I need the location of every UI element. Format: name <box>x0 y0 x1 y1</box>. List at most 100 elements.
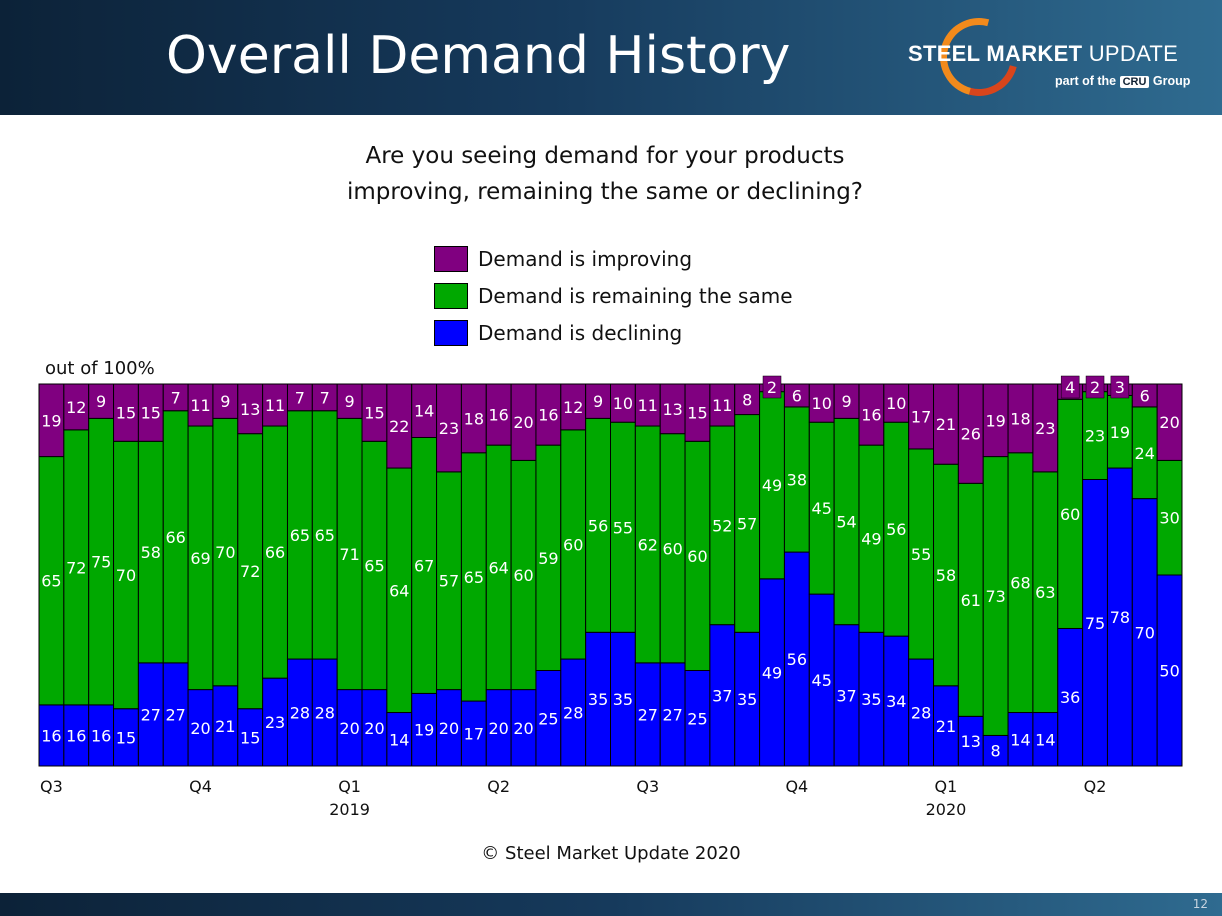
bar-same-2 <box>88 417 115 706</box>
bar-same-39 <box>1007 452 1034 714</box>
data-label-improving-21: 12 <box>563 398 583 417</box>
data-label-improving-27: 11 <box>712 396 732 415</box>
data-label-declining-40: 14 <box>1035 730 1055 749</box>
bar-same-8 <box>237 433 264 710</box>
data-label-improving-45: 20 <box>1159 413 1179 432</box>
bar-same-21 <box>560 429 587 660</box>
data-label-same-17: 65 <box>464 568 484 587</box>
bar-improving-12 <box>336 383 363 419</box>
logo-brand-rest: UPDATE <box>1082 41 1179 66</box>
bar-improving-27 <box>709 383 736 427</box>
data-label-declining-44: 70 <box>1135 623 1155 642</box>
bar-same-6 <box>187 425 214 691</box>
data-label-same-19: 60 <box>513 566 533 585</box>
bar-declining-3 <box>113 708 139 767</box>
tick-label-2: Q1 <box>338 777 361 796</box>
data-label-improving-43: 3 <box>1115 378 1125 397</box>
data-label-declining-36: 21 <box>936 717 956 736</box>
data-label-same-6: 69 <box>190 549 210 568</box>
data-label-improving-35: 17 <box>911 407 931 426</box>
bar-same-28 <box>734 414 761 633</box>
bar-same-3 <box>113 440 139 710</box>
data-label-declining-38: 8 <box>991 742 1001 761</box>
data-label-declining-15: 19 <box>414 721 434 740</box>
legend-label-same: Demand is remaining the same <box>478 284 793 308</box>
bar-same-34 <box>883 421 910 637</box>
bar-declining-26 <box>684 670 711 767</box>
data-label-improving-36: 21 <box>936 415 956 434</box>
year-label-2019: 2019 <box>329 800 370 819</box>
data-label-improving-41: 4 <box>1065 378 1075 397</box>
logo-sub-post: Group <box>1149 74 1191 88</box>
data-label-declining-37: 13 <box>961 732 981 751</box>
data-label-same-18: 64 <box>489 558 509 577</box>
data-label-declining-16: 20 <box>439 719 459 738</box>
data-label-improving-2: 9 <box>96 392 106 411</box>
bar-same-29 <box>759 391 785 580</box>
data-label-improving-44: 6 <box>1140 386 1150 405</box>
bar-improving-15 <box>411 383 438 438</box>
data-label-improving-9: 11 <box>265 396 285 415</box>
tick-label-6: Q1 <box>935 777 958 796</box>
question-line-1: Are you seeing demand for your products <box>365 143 845 169</box>
data-label-improving-23: 10 <box>613 394 633 413</box>
data-label-same-4: 58 <box>141 543 161 562</box>
data-label-declining-32: 37 <box>836 686 856 705</box>
bar-improving-5 <box>162 383 189 412</box>
data-label-same-0: 65 <box>41 572 61 591</box>
logo-brand-bold: STEEL MARKET <box>908 41 1083 66</box>
data-label-improving-5: 7 <box>171 388 181 407</box>
data-label-declining-14: 14 <box>389 730 409 749</box>
legend-label-declining: Demand is declining <box>478 321 683 345</box>
bar-improving-14 <box>386 383 413 469</box>
data-label-improving-29: 2 <box>767 378 777 397</box>
bar-declining-42 <box>1082 479 1108 767</box>
data-label-same-9: 66 <box>265 543 285 562</box>
tick-label-0: Q3 <box>40 777 63 796</box>
question-line-2: improving, remaining the same or declini… <box>346 179 864 205</box>
data-label-improving-8: 13 <box>240 400 260 419</box>
bar-same-32 <box>833 417 860 626</box>
data-label-improving-11: 7 <box>320 388 330 407</box>
data-label-improving-22: 9 <box>593 392 603 411</box>
logo-sub-pre: part of the <box>1055 74 1120 88</box>
bar-improving-18 <box>485 383 512 446</box>
bar-improving-37 <box>957 383 984 484</box>
steel-market-update-logo: STEEL MARKET UPDATE part of the CRU Grou… <box>900 3 1200 111</box>
bar-same-23 <box>610 421 636 633</box>
data-label-same-33: 49 <box>861 530 881 549</box>
legend-swatch-same <box>434 283 468 309</box>
data-label-same-42: 23 <box>1085 427 1105 446</box>
data-label-declining-33: 35 <box>861 690 881 709</box>
data-label-declining-5: 27 <box>165 705 185 724</box>
data-label-same-21: 60 <box>563 535 583 554</box>
data-label-improving-1: 12 <box>66 398 86 417</box>
bar-declining-13 <box>361 689 388 767</box>
data-label-improving-37: 26 <box>961 425 981 444</box>
bar-declining-12 <box>336 689 363 767</box>
bar-declining-33 <box>858 631 885 767</box>
data-label-improving-7: 9 <box>220 392 230 411</box>
data-label-improving-18: 16 <box>489 406 509 425</box>
data-label-same-31: 45 <box>812 499 832 518</box>
bar-improving-2 <box>88 383 115 419</box>
data-label-improving-15: 14 <box>414 402 434 421</box>
bar-same-19 <box>510 459 537 691</box>
bar-declining-28 <box>734 631 761 767</box>
data-label-improving-16: 23 <box>439 419 459 438</box>
data-label-improving-25: 13 <box>662 400 682 419</box>
bar-improving-38 <box>982 383 1009 458</box>
bar-declining-18 <box>485 689 512 767</box>
bar-improving-0 <box>38 383 65 458</box>
data-label-same-23: 55 <box>613 518 633 537</box>
data-label-improving-40: 23 <box>1035 419 1055 438</box>
slide-footer: 12 <box>0 893 1222 916</box>
bar-same-42 <box>1082 391 1108 481</box>
bar-improving-34 <box>883 383 910 423</box>
data-label-declining-27: 37 <box>712 686 732 705</box>
bar-declining-45 <box>1156 574 1183 767</box>
data-label-same-36: 58 <box>936 566 956 585</box>
bar-same-30 <box>783 406 810 553</box>
data-label-declining-24: 27 <box>638 705 658 724</box>
